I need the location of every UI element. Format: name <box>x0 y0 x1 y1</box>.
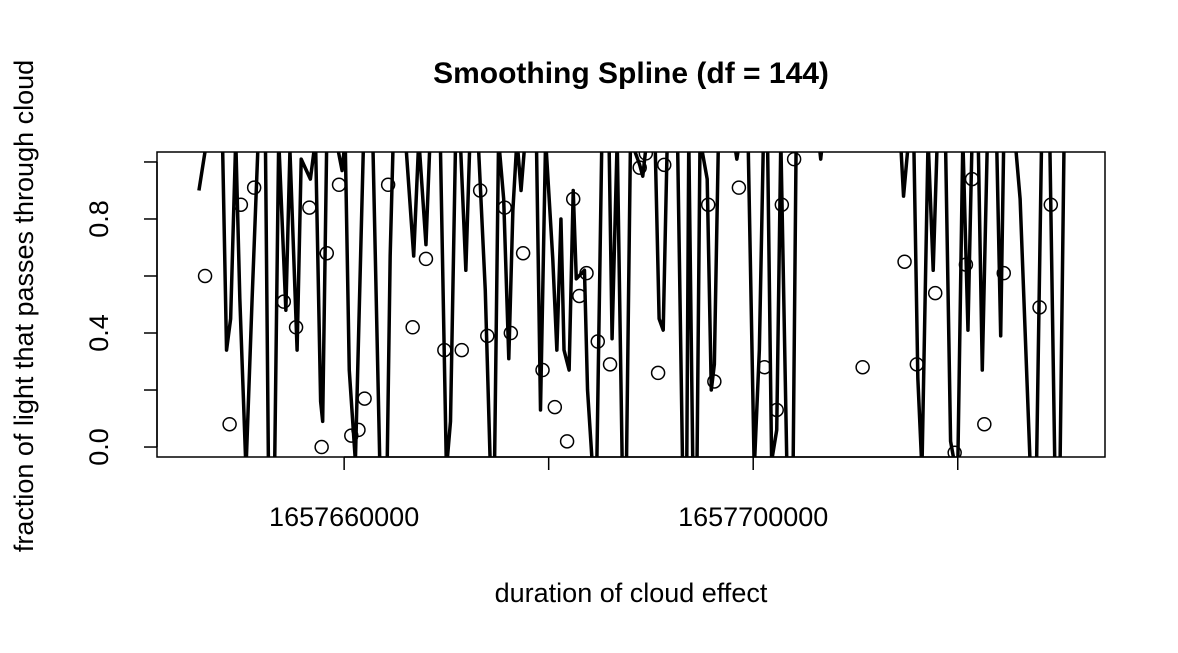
data-point <box>565 191 581 207</box>
data-point <box>302 200 317 215</box>
data-point <box>276 294 292 309</box>
data-point <box>650 365 666 381</box>
data-point <box>602 357 618 372</box>
data-point <box>314 439 329 455</box>
data-point <box>786 152 802 167</box>
data-point <box>638 152 654 161</box>
data-point <box>909 357 925 372</box>
data-point <box>288 320 304 335</box>
data-point <box>503 325 519 341</box>
data-point <box>357 391 372 406</box>
data-point <box>1043 197 1059 212</box>
data-point <box>731 180 747 195</box>
data-point <box>656 157 672 173</box>
data-point <box>700 197 716 212</box>
data-point <box>480 328 495 344</box>
data-point <box>418 251 434 267</box>
data-point <box>707 374 722 389</box>
y-tick-label: 0.8 <box>84 200 114 238</box>
x-tick-label: 1657700000 <box>678 502 828 532</box>
data-point <box>547 399 563 415</box>
data-point <box>351 422 366 438</box>
data-point <box>515 245 531 261</box>
data-point <box>380 177 396 193</box>
data-point <box>947 445 962 457</box>
data-point <box>572 288 587 304</box>
spline-line <box>197 152 1066 457</box>
x-axis-label: duration of cloud effect <box>495 578 768 608</box>
data-point <box>405 320 420 335</box>
data-point <box>559 434 575 449</box>
data-point <box>497 200 512 215</box>
data-point <box>897 254 912 269</box>
data-point <box>331 177 347 193</box>
data-point <box>472 183 488 198</box>
data-point <box>977 416 992 432</box>
data-point <box>927 285 943 301</box>
data-point <box>757 359 772 375</box>
data-point <box>197 268 213 284</box>
plot-area <box>197 152 1066 457</box>
chart-title: Smoothing Spline (df = 144) <box>433 57 829 90</box>
data-point <box>964 171 980 187</box>
data-point <box>774 197 790 212</box>
data-point <box>996 265 1012 281</box>
data-point <box>769 402 784 418</box>
data-point <box>855 359 870 375</box>
data-point <box>319 245 335 261</box>
data-point <box>535 362 550 378</box>
data-point <box>958 257 974 272</box>
data-point <box>437 342 452 358</box>
y-tick-label: 0.0 <box>84 428 114 466</box>
data-point <box>233 197 249 212</box>
y-tick-label: 0.4 <box>84 314 114 352</box>
y-axis-label: fraction of light that passes through cl… <box>9 60 39 552</box>
data-point <box>454 342 470 358</box>
data-point <box>590 334 606 349</box>
data-point <box>632 160 647 175</box>
data-point <box>1032 300 1047 315</box>
data-point <box>579 265 594 281</box>
data-point <box>222 416 237 432</box>
x-tick-label: 1657660000 <box>269 502 419 532</box>
data-point <box>246 180 262 195</box>
